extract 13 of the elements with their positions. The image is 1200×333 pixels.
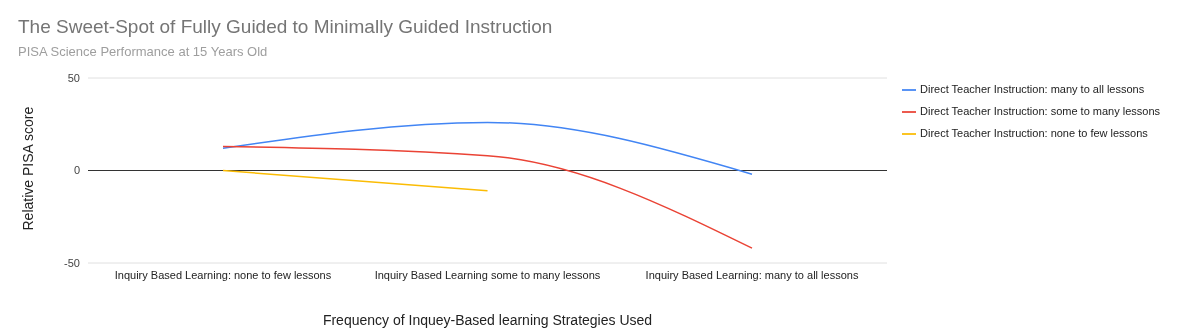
legend-label: Direct Teacher Instruction: many to all lessons xyxy=(920,83,1145,95)
legend-label: Direct Teacher Instruction: some to many lessons xyxy=(920,105,1161,117)
chart-subtitle: PISA Science Performance at 15 Years Old xyxy=(18,44,268,59)
y-tick-label: 50 xyxy=(67,71,80,84)
legend-label: Direct Teacher Instruction: none to few lessons xyxy=(920,127,1148,139)
y-tick-label: -50 xyxy=(64,256,80,269)
y-tick-label: 0 xyxy=(73,164,80,177)
x-tick-label: Inquiry Based Learning some to many lessons xyxy=(374,268,601,281)
x-tick-label: Inquiry Based Learning: none to few lessons xyxy=(114,268,332,281)
chart-title: The Sweet-Spot of Fully Guided to Minimally Guided Instruction xyxy=(18,16,553,38)
y-axis-title: Relative PISA score xyxy=(19,106,36,231)
x-axis-title: Frequency of Inquey-Based learning Strategies Used xyxy=(322,312,653,328)
x-tick-label: Inquiry Based Learning: many to all lessons xyxy=(645,268,859,281)
